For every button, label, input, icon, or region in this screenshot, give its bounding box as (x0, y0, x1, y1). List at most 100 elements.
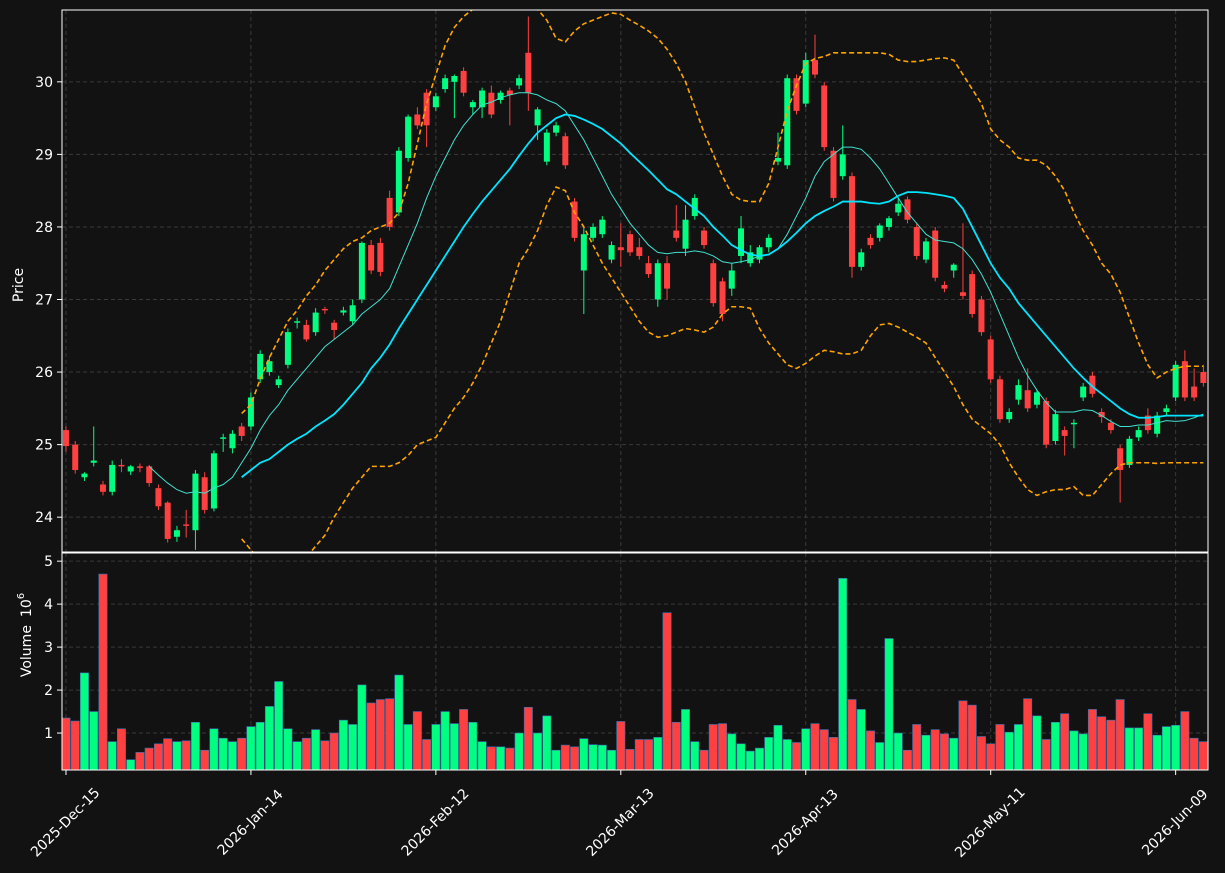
volume-bar (107, 741, 117, 770)
volume-bar (1013, 724, 1023, 770)
y-tick-label: 1 (44, 726, 53, 742)
volume-bar (939, 733, 949, 770)
candle-body (386, 197, 393, 227)
candle-body (978, 299, 985, 333)
candle-body (701, 230, 708, 246)
volume-bar (930, 729, 940, 770)
candle-body (599, 219, 606, 235)
volume-bar (560, 744, 570, 770)
volume-bar (1198, 741, 1208, 770)
candle-body (340, 310, 347, 313)
volume-bar (422, 739, 432, 770)
volume-bar (625, 749, 635, 770)
candle-body (136, 466, 143, 468)
y-tick-label: 29 (35, 147, 53, 163)
candle-body (1006, 411, 1013, 420)
candle-body (303, 324, 310, 340)
volume-bar (995, 724, 1005, 770)
candle-body (895, 203, 902, 213)
volume-bar (976, 736, 986, 770)
volume-bar (227, 741, 237, 770)
volume-bar (912, 724, 922, 770)
candle-body (784, 78, 791, 166)
volume-bar (893, 732, 903, 770)
candle-body (118, 464, 125, 467)
candle-body (969, 274, 976, 315)
candle-body (155, 488, 162, 507)
candle-body (1172, 364, 1179, 398)
volume-multiplier-base: 10 (19, 599, 35, 617)
volume-bar (1115, 699, 1125, 770)
candle-body (738, 228, 745, 256)
overlay-line (241, 113, 1204, 478)
y-tick-label: 25 (35, 438, 53, 454)
volume-bar (764, 737, 774, 770)
candle-body (127, 466, 134, 472)
candle-body (210, 453, 217, 509)
volume-bar (338, 719, 348, 770)
volume-bar (366, 702, 376, 770)
candle-body (368, 245, 375, 271)
candle-body (793, 78, 800, 111)
volume-bar (875, 742, 885, 770)
candle-body (321, 308, 328, 311)
volume-bar (1134, 727, 1144, 770)
volume-label: Volume (19, 625, 35, 677)
candle-body (164, 502, 171, 539)
candle-body (238, 426, 245, 436)
volume-bar (523, 706, 533, 770)
volume-bar (699, 749, 709, 770)
volume-bar (903, 749, 912, 770)
volume-bar (283, 728, 293, 770)
candle-body (220, 437, 227, 439)
volume-bar (1078, 733, 1088, 770)
candle-body (848, 176, 855, 267)
candle-body (1080, 386, 1087, 398)
candle-body (996, 379, 1003, 420)
volume-bar (163, 738, 173, 770)
overlay-line (148, 92, 1204, 494)
volume-bar (1189, 737, 1199, 770)
candle-body (460, 70, 467, 93)
candle-body (1181, 361, 1188, 398)
candle-body (1061, 430, 1068, 436)
candle-body (645, 263, 652, 275)
candle-body (571, 201, 578, 238)
candle-body (479, 90, 486, 108)
candle-body (710, 263, 717, 304)
candle-body (627, 234, 634, 253)
candle-body (802, 60, 809, 104)
volume-bar (745, 750, 755, 770)
volume-bar (597, 744, 607, 770)
candle-body (691, 197, 698, 217)
candle-body (1033, 392, 1040, 405)
volume-bar (126, 759, 136, 770)
volume-bar (588, 744, 598, 770)
volume-bar (486, 746, 496, 770)
volume-bar (1060, 713, 1070, 770)
volume-bar (255, 722, 265, 770)
candle-body (821, 85, 828, 148)
candle-body (747, 252, 754, 264)
volume-bar (662, 612, 672, 770)
candle-body (1098, 411, 1105, 418)
volume-bar (1087, 709, 1097, 770)
volume-bar (144, 747, 154, 770)
volume-bar (542, 715, 552, 770)
candle-body (932, 230, 939, 278)
candle-body (497, 92, 504, 100)
volume-bar (274, 681, 284, 770)
y-tick-label: 4 (44, 597, 53, 613)
volume-bar (653, 737, 663, 770)
candle-body (590, 226, 597, 238)
volume-bar (551, 749, 561, 770)
candle-body (654, 263, 661, 300)
volume-bar (246, 726, 256, 770)
volume-bar (135, 752, 145, 770)
candle-body (636, 247, 643, 256)
y-tick-label: 30 (35, 75, 53, 91)
overlay-line (241, 186, 1204, 552)
candle-body (257, 353, 264, 380)
candle-body (275, 379, 282, 386)
